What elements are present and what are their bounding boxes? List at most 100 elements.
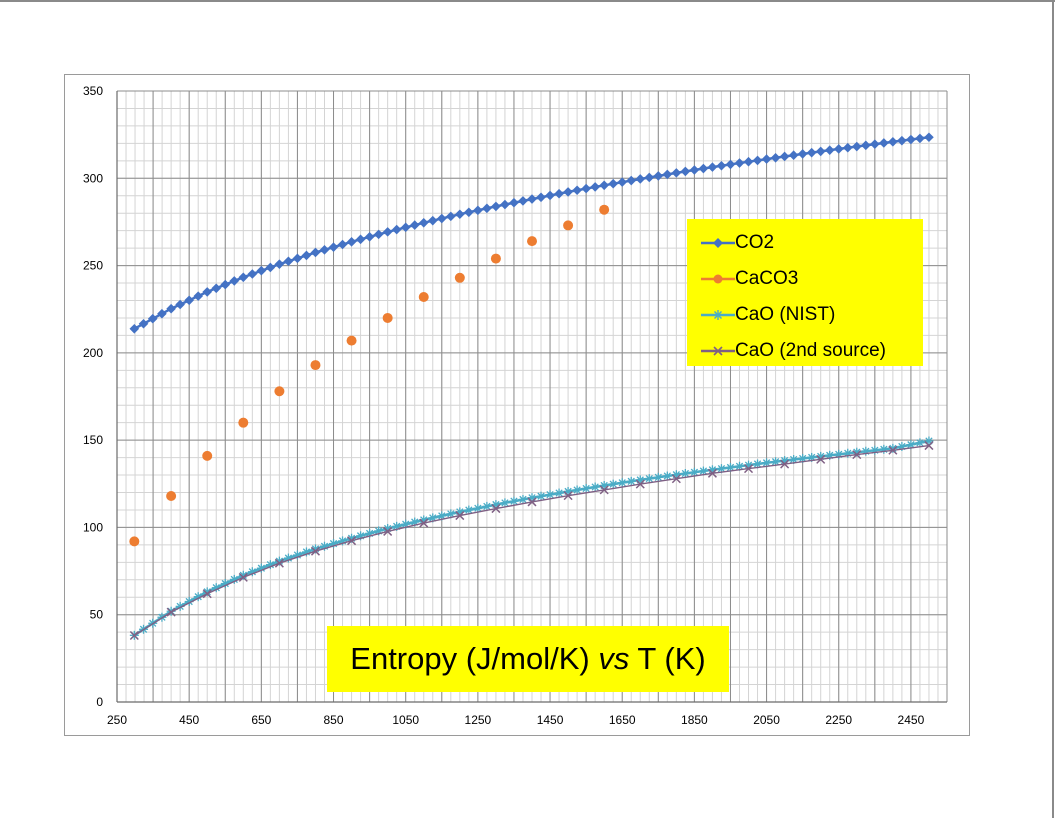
data-point-cao-nist	[256, 563, 266, 573]
data-point-co2	[861, 140, 871, 151]
star-marker-stroke	[681, 469, 690, 478]
data-point-co2	[292, 253, 303, 264]
data-point-cao-2nd-source	[129, 630, 139, 641]
star-marker-stroke	[275, 557, 284, 565]
star-marker-stroke	[356, 532, 365, 540]
star-marker-stroke	[365, 529, 374, 538]
data-point-co2	[906, 134, 916, 145]
star-marker-stroke	[798, 454, 807, 463]
data-point-caco3	[454, 272, 465, 283]
data-point-cao-nist	[229, 574, 239, 584]
caption-suffix: T (K)	[629, 641, 706, 676]
star-marker-stroke	[474, 504, 482, 512]
x-tick-label: 2050	[753, 713, 780, 727]
star-marker-stroke	[411, 518, 419, 526]
data-point-co2	[743, 156, 754, 167]
data-point-cao-nist	[437, 511, 447, 521]
data-point-co2	[779, 151, 790, 162]
star-marker-stroke	[591, 483, 599, 491]
data-point-co2	[147, 313, 158, 324]
data-point-co2	[897, 135, 907, 146]
data-point-cao-nist	[599, 481, 609, 491]
star-marker-stroke	[654, 473, 662, 481]
data-point-co2	[644, 172, 655, 183]
data-point-co2	[879, 138, 889, 148]
data-point-cao-nist	[572, 485, 582, 495]
star-marker-stroke	[266, 560, 275, 569]
x-marker-stroke	[852, 450, 862, 460]
data-point-cao-nist	[590, 482, 600, 492]
star-marker-stroke	[212, 584, 220, 592]
star-marker-stroke	[320, 542, 329, 550]
data-point-co2	[833, 144, 844, 154]
x-tick-label: 450	[179, 713, 199, 727]
data-point-cao-nist	[473, 503, 483, 513]
star-marker-stroke	[789, 455, 798, 464]
data-point-co2	[436, 213, 447, 224]
data-point-co2	[824, 145, 835, 155]
star-marker-stroke	[465, 506, 473, 514]
data-point-co2	[635, 174, 646, 184]
data-point-cao-nist	[518, 494, 528, 504]
x-marker-stroke	[924, 441, 934, 451]
data-point-caco3	[490, 253, 501, 264]
data-point-co2	[797, 149, 808, 159]
legend-item-caco3: CaCO3	[687, 261, 923, 297]
x-tick-label: 2250	[825, 713, 852, 727]
data-point-cao-nist	[292, 550, 302, 560]
data-point-caco3	[274, 386, 285, 397]
data-point-co2	[554, 188, 564, 199]
x-marker-stroke	[419, 518, 429, 528]
x-axis-tick-labels: 250 450 650 850 1050 1250 1450 1650 1850 2050 2250…	[107, 713, 925, 727]
y-tick-label: 0	[96, 695, 103, 709]
star-marker-stroke	[690, 468, 699, 476]
data-point-cao-nist	[554, 488, 564, 498]
data-point-cao-2nd-source	[166, 607, 176, 617]
star-marker-stroke	[257, 564, 266, 572]
star-marker-stroke	[248, 568, 256, 576]
series-caco3	[129, 204, 610, 547]
data-point-co2	[265, 262, 276, 273]
legend-swatch-co2	[701, 238, 735, 248]
data-point-cao-nist	[626, 476, 636, 486]
data-point-cao-2nd-source	[599, 485, 609, 495]
star-marker-stroke	[771, 458, 780, 466]
data-point-co2	[671, 168, 682, 178]
data-point-co2	[301, 250, 312, 261]
data-point-cao-2nd-source	[888, 445, 898, 455]
data-point-cao-nist	[798, 453, 808, 463]
star-marker-stroke	[383, 524, 392, 533]
x-marker-stroke	[455, 511, 465, 521]
y-tick-label: 100	[83, 520, 103, 534]
data-point-co2	[319, 245, 330, 255]
x-marker-stroke	[671, 474, 681, 484]
data-point-cao-nist	[698, 466, 708, 476]
x-marker-stroke	[635, 479, 645, 489]
data-point-caco3	[166, 491, 177, 502]
x-tick-label: 1450	[537, 713, 564, 727]
data-point-co2	[157, 308, 167, 319]
data-point-co2	[536, 192, 546, 203]
data-point-co2	[608, 178, 618, 189]
data-point-co2	[707, 162, 718, 172]
data-point-co2	[617, 177, 628, 187]
y-tick-label: 200	[83, 346, 103, 360]
x-marker-stroke	[347, 536, 357, 546]
minor-gridlines	[116, 90, 948, 703]
x-tick-label: 2450	[898, 713, 925, 727]
data-point-caco3	[418, 291, 429, 302]
data-point-co2	[752, 155, 763, 166]
data-point-cao-2nd-source	[635, 479, 645, 489]
series-layer	[129, 132, 934, 641]
data-point-co2	[734, 158, 745, 168]
x-tick-label: 1050	[392, 713, 419, 727]
data-point-cao-nist	[184, 597, 194, 607]
data-point-cao-nist	[653, 472, 663, 482]
chart-area: 250 450 650 850 1050 1250 1450 1650 1850 2050 2250…	[64, 74, 970, 736]
star-marker-stroke	[239, 571, 247, 579]
data-point-co2	[175, 299, 185, 310]
x-tick-label: 850	[324, 713, 344, 727]
data-point-caco3	[382, 312, 393, 323]
data-point-cao-2nd-source	[527, 497, 537, 507]
data-point-cao-nist	[771, 457, 781, 467]
